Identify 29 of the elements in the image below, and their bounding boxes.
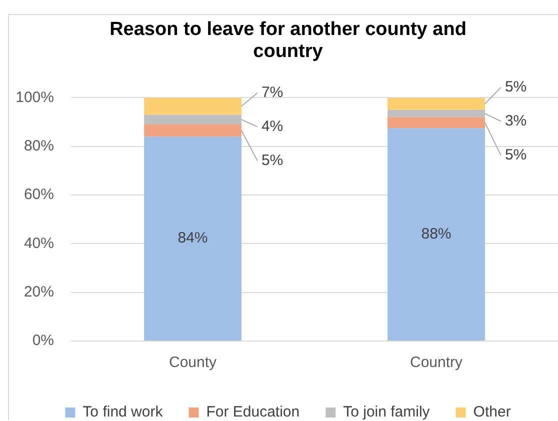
bar [388, 110, 485, 118]
data-label: 5% [261, 152, 284, 169]
chart-title: Reason to leave for another county and country [110, 19, 466, 62]
legend-label: For Education [206, 404, 300, 421]
bar [388, 128, 485, 340]
legend-label: Other [473, 404, 511, 421]
data-label: 4% [261, 118, 284, 135]
y-tick-label: 0% [32, 332, 54, 350]
y-tick-label: 60% [24, 186, 54, 204]
y-tick-label: 20% [24, 283, 54, 300]
bar [388, 98, 485, 110]
data-label: 7% [261, 84, 284, 101]
data-label: 3% [504, 112, 527, 130]
data-label: 88% [421, 225, 452, 242]
data-label: 5% [504, 146, 527, 164]
legend-label: To find work [82, 404, 164, 421]
x-tick-label: County [168, 354, 218, 372]
bar [144, 124, 242, 137]
y-tick-label: 40% [24, 234, 54, 252]
y-tick-label: 80% [24, 138, 54, 154]
bar [388, 117, 485, 128]
data-label: 84% [178, 230, 208, 247]
data-label: 5% [504, 78, 527, 96]
x-tick-label: Country [410, 354, 464, 372]
y-tick-label: 100% [16, 88, 54, 106]
legend-label: To join family [343, 404, 430, 421]
bar [144, 114, 242, 124]
bar [144, 98, 242, 115]
bar [144, 136, 242, 340]
